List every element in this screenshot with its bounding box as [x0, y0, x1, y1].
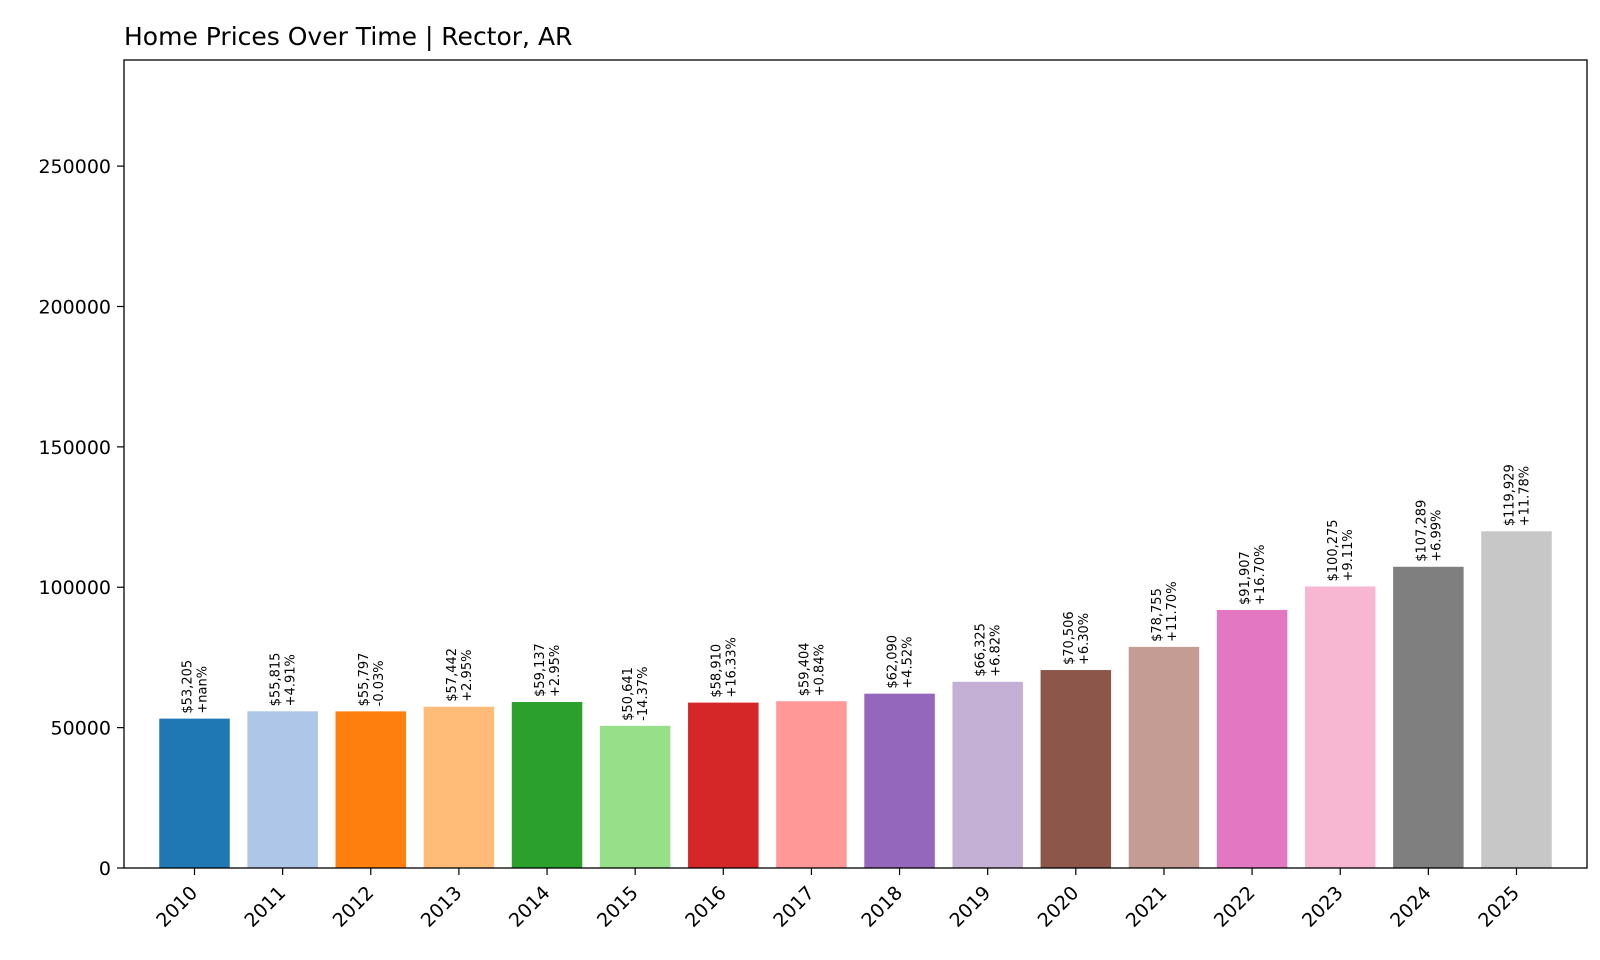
value-label-2022: $91,907 [1238, 551, 1253, 605]
bar-2013 [423, 706, 495, 868]
value-label-2010: $53,205 [181, 660, 196, 714]
bar-2025 [1481, 531, 1552, 868]
bar-2020 [1040, 670, 1112, 868]
change-label-2010: +nan% [196, 666, 211, 714]
value-label-2015: $50,641 [621, 667, 636, 721]
value-label-2011: $55,815 [269, 653, 284, 707]
bar-2018 [864, 693, 935, 868]
x-tick-label-2011: 2011 [240, 882, 290, 932]
value-label-2017: $59,404 [797, 642, 812, 696]
plot-frame [123, 59, 1588, 869]
y-tick-label-0: 0 [99, 858, 111, 880]
x-tick-label-2019: 2019 [945, 882, 995, 932]
y-tick-label-250000: 250000 [38, 156, 111, 178]
value-label-2014: $59,137 [533, 643, 548, 697]
bar-2023 [1304, 586, 1376, 868]
change-label-2011: +4.91% [284, 654, 299, 706]
y-tick-label-50000: 50000 [51, 718, 111, 740]
x-tick-label-2010: 2010 [152, 882, 202, 932]
x-tick-label-2013: 2013 [417, 882, 467, 932]
x-tick-label-2016: 2016 [681, 882, 731, 932]
x-tick-label-2021: 2021 [1122, 882, 1172, 932]
change-label-2020: +6.30% [1077, 613, 1092, 665]
bar-2015 [599, 725, 671, 868]
change-label-2022: +16.70% [1253, 545, 1268, 605]
change-label-2015: -14.37% [636, 667, 651, 721]
value-label-2016: $58,910 [709, 644, 724, 698]
bar-2024 [1393, 566, 1464, 868]
change-label-2017: +0.84% [812, 644, 827, 696]
value-label-2024: $107,289 [1414, 500, 1429, 562]
chart-title: Home Prices Over Time | Rector, AR [124, 22, 572, 51]
value-label-2018: $62,090 [886, 635, 901, 689]
x-tick-label-2025: 2025 [1474, 882, 1524, 932]
x-tick-label-2024: 2024 [1386, 882, 1436, 932]
bar-2014 [511, 701, 583, 868]
x-tick-label-2023: 2023 [1298, 882, 1348, 932]
bar-2017 [776, 701, 847, 868]
x-tick-label-2015: 2015 [593, 882, 643, 932]
change-label-2012: -0.03% [372, 660, 387, 706]
value-label-2019: $66,325 [974, 623, 989, 677]
bar-2016 [688, 702, 759, 868]
x-tick-label-2014: 2014 [505, 882, 555, 932]
y-tick-label-100000: 100000 [38, 577, 111, 599]
change-label-2025: +11.78% [1517, 466, 1532, 526]
value-label-2021: $78,755 [1150, 588, 1165, 642]
value-label-2020: $70,506 [1062, 611, 1077, 665]
x-tick-label-2022: 2022 [1210, 882, 1260, 932]
change-label-2023: +9.11% [1341, 529, 1356, 581]
bar-2021 [1128, 646, 1200, 868]
change-label-2019: +6.82% [989, 625, 1004, 677]
bar-2012 [335, 711, 407, 868]
value-label-2025: $119,929 [1502, 464, 1517, 526]
value-label-2023: $100,275 [1326, 519, 1341, 581]
change-label-2013: +2.95% [460, 650, 475, 702]
change-label-2018: +4.52% [901, 636, 916, 688]
y-tick-label-150000: 150000 [38, 437, 111, 459]
x-tick-label-2020: 2020 [1034, 882, 1084, 932]
change-label-2016: +16.33% [724, 637, 739, 697]
y-tick-label-200000: 200000 [38, 296, 111, 318]
bar-2019 [952, 681, 1023, 868]
value-label-2013: $57,442 [445, 648, 460, 702]
bar-2022 [1216, 609, 1288, 868]
change-label-2021: +11.70% [1165, 581, 1180, 641]
change-label-2024: +6.99% [1429, 510, 1444, 562]
bar-2011 [247, 711, 318, 868]
value-label-2012: $55,797 [357, 653, 372, 707]
x-tick-label-2012: 2012 [329, 882, 379, 932]
x-tick-label-2017: 2017 [769, 882, 819, 932]
x-tick-label-2018: 2018 [857, 882, 907, 932]
bar-2010 [159, 718, 230, 868]
change-label-2014: +2.95% [548, 645, 563, 697]
